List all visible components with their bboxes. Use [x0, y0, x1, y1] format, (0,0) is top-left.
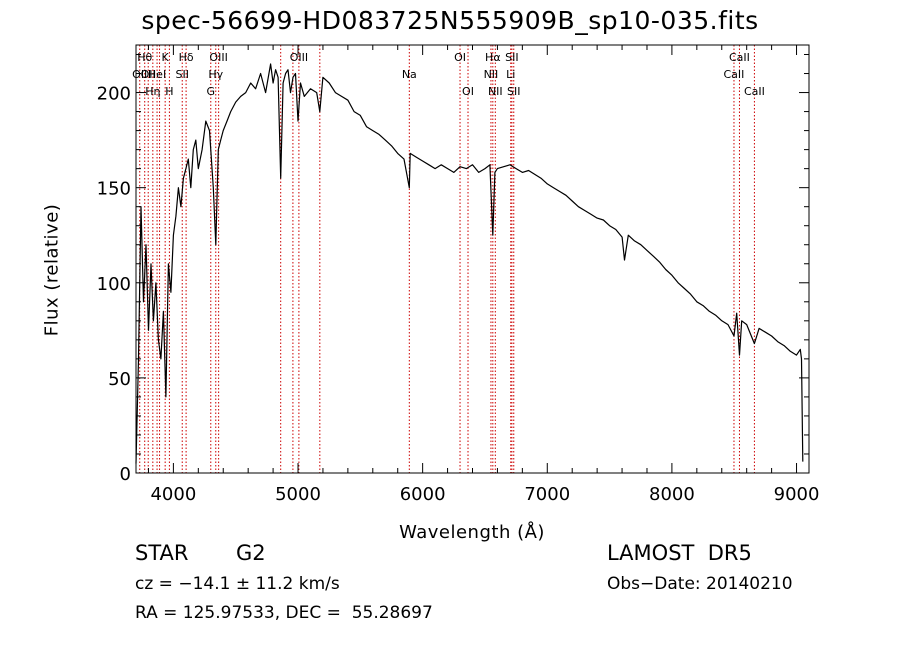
- line-marker-label: CaII: [729, 51, 750, 64]
- plot-frame: [135, 44, 810, 474]
- line-marker-label: Hα: [485, 51, 501, 64]
- line-marker-label: OI: [454, 51, 466, 64]
- y-tick-label: 100: [97, 274, 131, 295]
- line-marker-label: Hδ: [179, 51, 194, 64]
- x-axis-label: Wavelength (Å): [399, 522, 545, 543]
- line-marker-label: OIII: [209, 51, 227, 64]
- y-axis-label: Flux (relative): [41, 203, 63, 337]
- line-marker-label: Li: [506, 68, 515, 81]
- line-markers: [139, 45, 755, 473]
- line-marker-label: SII: [505, 51, 518, 64]
- x-tick-label: 8000: [649, 484, 695, 505]
- chart-title: spec-56699-HD083725N555909B_sp10-035.fit…: [141, 6, 759, 35]
- line-marker-label: Hη: [145, 85, 160, 98]
- line-marker-label: SII: [507, 85, 520, 98]
- line-marker-label: H: [165, 85, 173, 98]
- line-marker-label: Hθ: [137, 51, 152, 64]
- y-tick-label: 0: [120, 464, 131, 485]
- line-marker-label: OIII: [290, 51, 308, 64]
- x-axis-ticks: 4000 5000 6000 7000 8000 9000: [147, 45, 820, 505]
- spectrum-line-group: [135, 63, 804, 464]
- line-marker-label: HeI: [148, 68, 166, 81]
- line-marker-label: K: [162, 51, 170, 64]
- line-marker-label: OI: [462, 85, 474, 98]
- line-marker-label: G: [207, 85, 216, 98]
- line-marker-label: Na: [402, 68, 417, 81]
- redshift-cz: cz = −14.1 ± 11.2 km/s: [135, 574, 340, 594]
- x-tick-label: 5000: [275, 484, 321, 505]
- object-subclass: G2: [236, 541, 266, 565]
- line-marker-label: CaII: [724, 68, 745, 81]
- x-tick-label: 4000: [150, 484, 196, 505]
- object-class: STAR: [135, 541, 189, 565]
- y-tick-label: 150: [97, 179, 131, 200]
- observation-date: Obs−Date: 20140210: [607, 574, 793, 594]
- line-marker-label: NII: [484, 68, 499, 81]
- line-marker-label: NII: [488, 85, 503, 98]
- x-tick-label: 6000: [400, 484, 446, 505]
- line-marker-label: OII: [141, 68, 156, 81]
- spectrum-line: [135, 63, 804, 464]
- x-tick-label: 9000: [774, 484, 820, 505]
- x-tick-label: 7000: [524, 484, 570, 505]
- line-marker-label: CaII: [744, 85, 765, 98]
- y-tick-label: 200: [97, 84, 131, 105]
- y-axis-ticks: 0 50 100 150 200: [97, 54, 809, 485]
- survey-name: LAMOST DR5: [607, 541, 752, 565]
- y-tick-label: 50: [108, 369, 131, 390]
- coordinates: RA = 125.97533, DEC = 55.28697: [135, 603, 433, 623]
- line-marker-label: Hγ: [208, 68, 223, 81]
- line-marker-label: SII: [175, 68, 188, 81]
